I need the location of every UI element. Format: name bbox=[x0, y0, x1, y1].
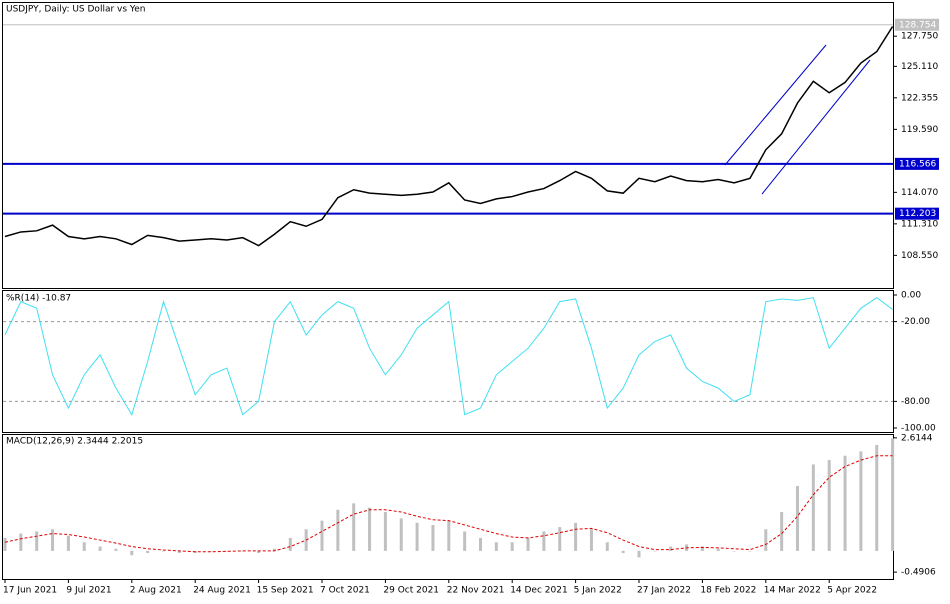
x-tick-label: 18 Feb 2022 bbox=[700, 586, 756, 596]
price-panel bbox=[2, 2, 894, 289]
indicator-title: MACD(12,26,9) 2.3444 2.2015 bbox=[6, 437, 143, 447]
macd-bar bbox=[843, 455, 847, 551]
wr-panel bbox=[2, 290, 894, 433]
macd-bar bbox=[780, 511, 784, 551]
macd-bar bbox=[827, 460, 831, 551]
x-tick-label: 29 Oct 2021 bbox=[383, 586, 439, 596]
x-tick-label: 5 Jan 2022 bbox=[574, 586, 622, 596]
x-tick-label: 14 Dec 2021 bbox=[510, 586, 568, 596]
macd-bar bbox=[764, 529, 768, 551]
macd-bar bbox=[415, 522, 419, 551]
level-label: 112.203 bbox=[899, 209, 936, 219]
channel-line bbox=[761, 59, 871, 195]
x-tick-label: 24 Aug 2021 bbox=[193, 586, 251, 596]
level-badge bbox=[895, 207, 939, 220]
x-tick-label: 27 Jan 2022 bbox=[637, 586, 691, 596]
macd-bar bbox=[114, 548, 118, 551]
macd-bar bbox=[162, 550, 165, 552]
y-tick-label: 125.110 bbox=[901, 62, 938, 72]
macd-bar bbox=[732, 550, 736, 552]
macd-bar bbox=[447, 520, 451, 551]
macd-bar bbox=[526, 537, 530, 551]
y-tick-label: 111.310 bbox=[901, 219, 938, 229]
y-tick-label: -100.00 bbox=[901, 424, 936, 434]
macd-bar bbox=[621, 550, 625, 554]
macd-bar bbox=[558, 527, 562, 551]
macd-bar bbox=[669, 546, 673, 551]
x-tick-label: 14 Mar 2022 bbox=[764, 586, 821, 596]
y-tick-label: 127.750 bbox=[901, 32, 938, 42]
y-tick-label: 119.590 bbox=[901, 125, 938, 135]
macd-bar bbox=[399, 518, 403, 551]
macd-bar bbox=[51, 529, 55, 551]
indicator-title: %R(14) -10.87 bbox=[6, 294, 71, 304]
macd-bar bbox=[98, 546, 102, 551]
macd-bar bbox=[605, 542, 609, 551]
macd-bar bbox=[494, 542, 498, 551]
y-tick-label: 108.550 bbox=[901, 251, 938, 261]
macd-bar bbox=[35, 531, 39, 551]
macd-bar bbox=[146, 550, 150, 554]
channel-line bbox=[724, 44, 827, 166]
x-tick-label: 5 Apr 2022 bbox=[827, 586, 877, 596]
macd-bar bbox=[257, 550, 261, 554]
macd-bar bbox=[700, 546, 704, 551]
macd-bar bbox=[891, 438, 895, 551]
y-tick-label: 2.6144 bbox=[901, 433, 933, 443]
macd-bar bbox=[320, 520, 324, 551]
level-label: 128.754 bbox=[899, 20, 936, 30]
y-tick-label: 122.355 bbox=[901, 93, 938, 103]
macd-bar bbox=[352, 503, 356, 551]
level-badge bbox=[895, 157, 939, 170]
y-tick-label: -0.4906 bbox=[901, 568, 936, 578]
level-badge bbox=[895, 18, 939, 31]
macd-bar bbox=[716, 548, 720, 551]
macd-bar bbox=[209, 550, 213, 552]
macd-bar bbox=[177, 550, 181, 554]
macd-bar bbox=[19, 533, 23, 551]
macd-bar bbox=[383, 511, 387, 551]
x-tick-label: 9 Jul 2021 bbox=[66, 586, 111, 596]
x-tick-label: 2 Aug 2021 bbox=[130, 586, 182, 596]
data-line bbox=[4, 297, 893, 416]
macd-bar bbox=[66, 535, 70, 551]
macd-bar bbox=[510, 542, 514, 551]
macd-bar bbox=[479, 537, 482, 551]
macd-bar bbox=[859, 451, 863, 551]
macd-bar bbox=[542, 531, 546, 551]
y-tick-label: -80.00 bbox=[901, 397, 930, 407]
macd-bar bbox=[368, 507, 372, 551]
macd-bar bbox=[336, 509, 340, 551]
macd-bar bbox=[811, 464, 815, 551]
signal-line bbox=[4, 455, 893, 553]
macd-bar bbox=[748, 550, 752, 552]
macd-bar bbox=[82, 542, 86, 551]
macd-bar bbox=[272, 548, 276, 551]
macd-bar bbox=[637, 550, 641, 558]
macd-bar bbox=[574, 522, 578, 551]
macd-bar bbox=[431, 524, 435, 551]
macd-bar bbox=[589, 529, 593, 551]
x-tick-label: 7 Oct 2021 bbox=[320, 586, 370, 596]
x-tick-label: 22 Nov 2021 bbox=[447, 586, 505, 596]
macd-bar bbox=[463, 531, 467, 551]
macd-bar bbox=[3, 537, 7, 551]
y-tick-label: -20.00 bbox=[901, 317, 930, 327]
y-tick-label: 114.070 bbox=[901, 188, 938, 198]
macd-bar bbox=[288, 537, 292, 551]
x-tick-label: 15 Sep 2021 bbox=[257, 586, 314, 596]
level-label: 116.566 bbox=[899, 159, 936, 169]
macd-bar bbox=[875, 444, 879, 551]
chart-title: USDJPY, Daily: US Dollar vs Yen bbox=[6, 5, 145, 15]
data-line bbox=[4, 26, 894, 247]
macd-bar bbox=[796, 486, 799, 551]
x-tick-label: 17 Jun 2021 bbox=[3, 586, 57, 596]
y-tick-label: 0.00 bbox=[901, 290, 921, 300]
macd-bar bbox=[130, 550, 134, 556]
macd-bar bbox=[225, 550, 229, 552]
macd-bar bbox=[653, 550, 657, 552]
macd-bar bbox=[241, 550, 245, 552]
